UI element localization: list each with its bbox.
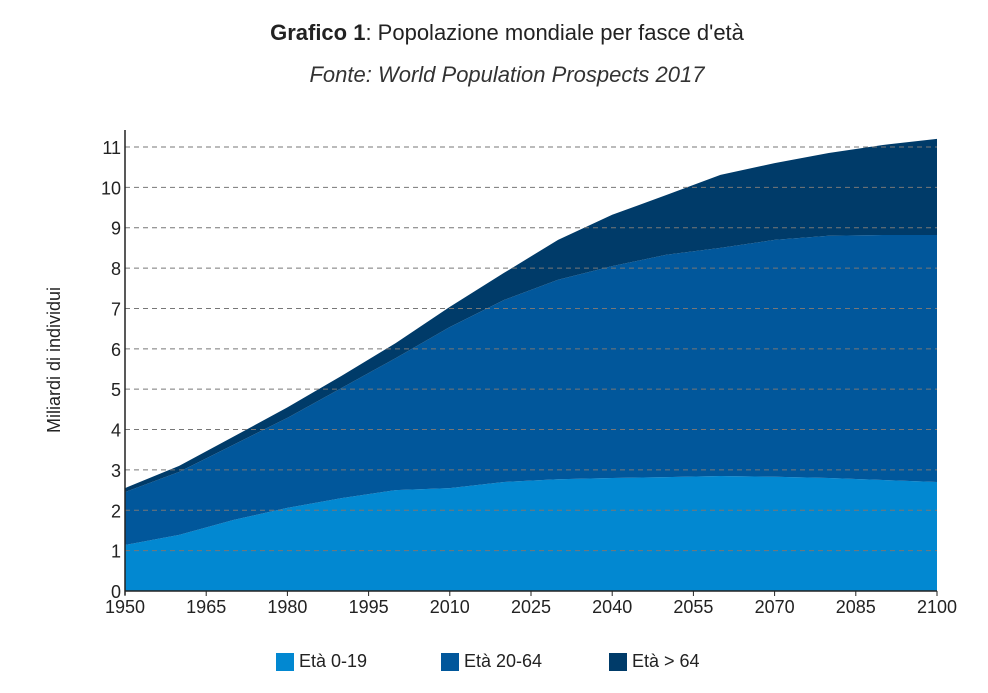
x-tick-label: 2100: [917, 597, 957, 617]
y-tick-label: 8: [111, 259, 121, 279]
y-tick-label: 2: [111, 501, 121, 521]
x-tick-label: 2085: [836, 597, 876, 617]
y-tick-label: 4: [111, 421, 121, 441]
y-tick-label: 9: [111, 219, 121, 239]
x-tick-label: 2055: [673, 597, 713, 617]
y-tick-label: 1: [111, 542, 121, 562]
legend-label: Età 0-19: [299, 651, 368, 671]
area-series-1: [125, 475, 937, 591]
chart-title-rest: : Popolazione mondiale per fasce d'età: [365, 20, 744, 45]
area-series-2: [125, 234, 937, 545]
x-tick-label: 1950: [105, 597, 145, 617]
chart-subtitle: Fonte: World Population Prospects 2017: [309, 62, 705, 87]
y-tick-label: 0: [111, 582, 121, 602]
y-axis-title: Miliardi di individui: [44, 287, 64, 433]
y-tick-label: 3: [111, 461, 121, 481]
y-tick-label: 7: [111, 299, 121, 319]
legend-item: Età > 64: [609, 651, 700, 672]
x-tick-label: 1980: [267, 597, 307, 617]
legend-swatch: [609, 652, 627, 671]
legend-swatch: [441, 652, 459, 671]
legend-item: Età 0-19: [276, 651, 367, 672]
legend-label: Età > 64: [632, 651, 700, 671]
x-tick-label: 1965: [186, 597, 226, 617]
legend-item: Età 20-64: [441, 651, 542, 672]
y-tick-label: 6: [111, 340, 121, 360]
legend-swatch: [276, 652, 294, 671]
y-tick-label: 10: [101, 178, 121, 198]
x-tick-label: 2070: [755, 597, 795, 617]
x-tick-label: 2040: [592, 597, 632, 617]
area-series-3: [125, 138, 937, 493]
chart-title: Grafico 1: Popolazione mondiale per fasc…: [0, 20, 988, 46]
y-tick-label: 11: [102, 138, 121, 158]
x-tick-label: 2025: [511, 597, 551, 617]
legend-label: Età 20-64: [464, 651, 543, 671]
x-tick-label: 2010: [430, 597, 470, 617]
x-tick-label: 1995: [349, 597, 389, 617]
chart-title-bold: Grafico 1: [270, 20, 366, 45]
y-tick-label: 5: [111, 380, 121, 400]
